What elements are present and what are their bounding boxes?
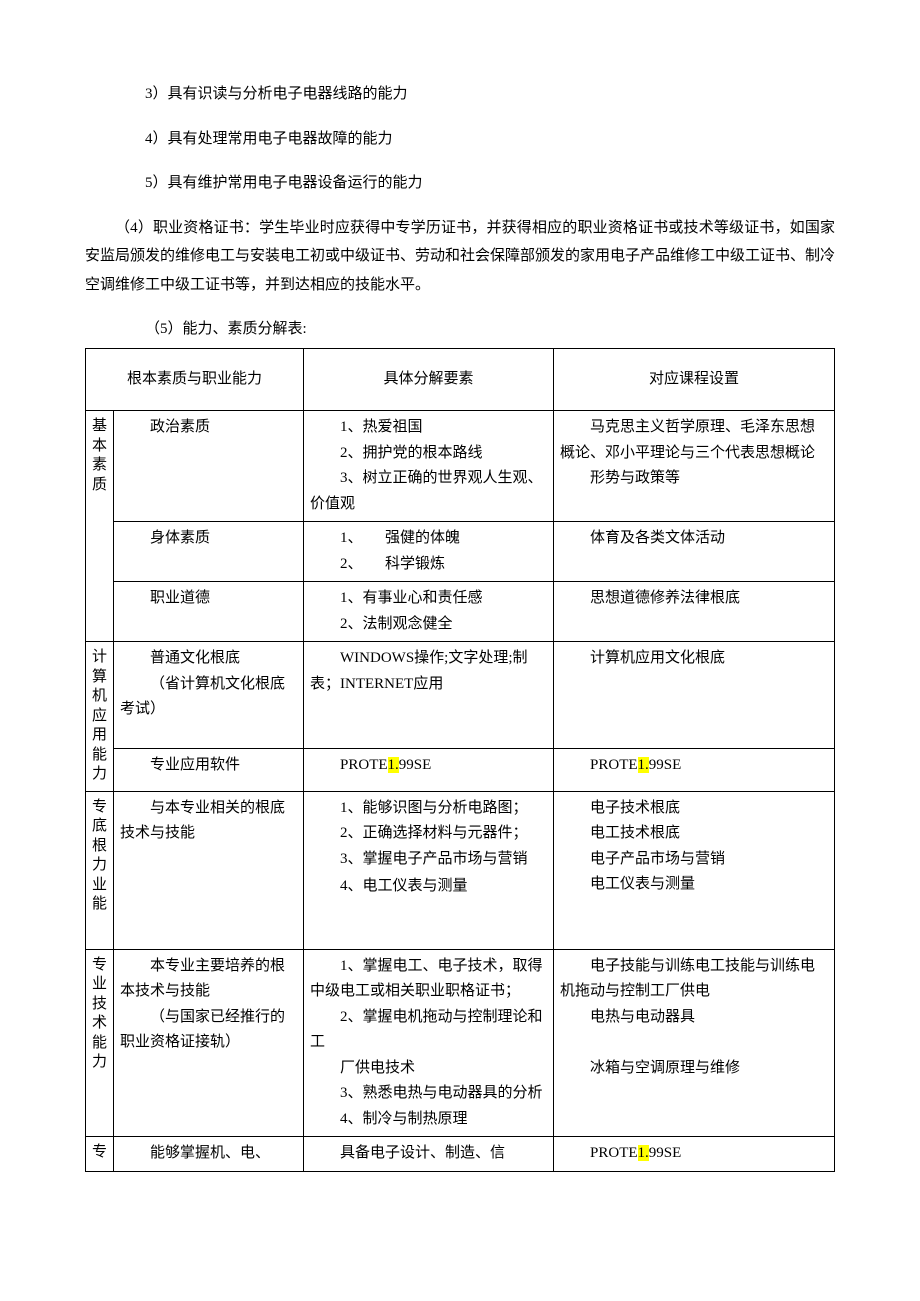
cell-mechelec-course: PROTE1.99SE [554,1137,835,1172]
table-row: 身体素质 1、 强健的体魄 2、 科学锻炼 体育及各类文体活动 [86,522,835,582]
vcol-basic-quality: 基本素质 [86,411,114,642]
table-row: 专底根力业能 与本专业相关的根底技术与技能 1、能够识图与分析电路图； 2、正确… [86,791,835,949]
cell-mainskill-detail: 1、掌握电工、电子技术，取得中级电工或相关职业职格证书； 2、掌握电机拖动与控制… [304,949,554,1137]
cell-prosoft-course: PROTE1.99SE [554,748,835,791]
list-item-3: 3）具有识读与分析电子电器线路的能力 [145,80,835,109]
cell-prosoft-detail: PROTE1.99SE [304,748,554,791]
cell-physical-detail: 1、 强健的体魄 2、 科学锻炼 [304,522,554,582]
cell-physical-course: 体育及各类文体活动 [554,522,835,582]
cell-culture: 普通文化根底 （省计算机文化根底考试） [114,642,304,749]
cell-basetech-detail: 1、能够识图与分析电路图； 2、正确选择材料与元器件； 3、掌握电子产品市场与营… [304,791,554,949]
cell-mainskill: 本专业主要培养的根本技术与技能 （与国家已经推行的职业资格证接轨） [114,949,304,1137]
cell-basetech-course: 电子技术根底 电工技术根底 电子产品市场与营销 电工仪表与测量 [554,791,835,949]
cell-physical: 身体素质 [114,522,304,582]
header-col-3: 对应课程设置 [554,348,835,411]
cell-mechelec-detail: 具备电子设计、制造、信 [304,1137,554,1172]
list-item-5: 5）具有维护常用电子电器设备运行的能力 [145,169,835,198]
vcol-last: 专 [86,1137,114,1172]
paragraph-4: （4）职业资格证书：学生毕业时应获得中专学历证书，并获得相应的职业资格证书或技术… [85,214,835,300]
table-row: 计算机应用能力 普通文化根底 （省计算机文化根底考试） WINDOWS操作;文字… [86,642,835,749]
cell-ethics: 职业道德 [114,582,304,642]
table-row: 职业道德 1、有事业心和责任感 2、法制观念健全 思想道德修养法律根底 [86,582,835,642]
cell-ethics-detail: 1、有事业心和责任感 2、法制观念健全 [304,582,554,642]
cell-culture-detail: WINDOWS操作;文字处理;制表；INTERNET应用 [304,642,554,749]
vcol-computer: 计算机应用能力 [86,642,114,792]
ability-table: 根本素质与职业能力 具体分解要素 对应课程设置 基本素质 政治素质 1、热爱祖国… [85,348,835,1172]
cell-political-detail: 1、热爱祖国 2、拥护党的根本路线 3、树立正确的世界观人生观、价值观 [304,411,554,522]
vcol-pro-base: 专底根力业能 [86,791,114,949]
table-row: 专业应用软件 PROTE1.99SE PROTE1.99SE [86,748,835,791]
cell-ethics-course: 思想道德修养法律根底 [554,582,835,642]
table-header-row: 根本素质与职业能力 具体分解要素 对应课程设置 [86,348,835,411]
cell-prosoft: 专业应用软件 [114,748,304,791]
cell-political-course: 马克思主义哲学原理、毛泽东思想概论、邓小平理论与三个代表思想概论 形势与政策等 [554,411,835,522]
cell-political: 政治素质 [114,411,304,522]
cell-basetech: 与本专业相关的根底技术与技能 [114,791,304,949]
table-row: 专业技术能力 本专业主要培养的根本技术与技能 （与国家已经推行的职业资格证接轨）… [86,949,835,1137]
table-row: 专 能够掌握机、电、 具备电子设计、制造、信 PROTE1.99SE [86,1137,835,1172]
header-col-1: 根本素质与职业能力 [86,348,304,411]
cell-mechelec: 能够掌握机、电、 [114,1137,304,1172]
vcol-pro-tech: 专业技术能力 [86,949,114,1137]
section-5-label: （5）能力、素质分解表: [145,315,835,344]
table-row: 基本素质 政治素质 1、热爱祖国 2、拥护党的根本路线 3、树立正确的世界观人生… [86,411,835,522]
cell-culture-course: 计算机应用文化根底 [554,642,835,749]
list-item-4: 4）具有处理常用电子电器故障的能力 [145,125,835,154]
header-col-2: 具体分解要素 [304,348,554,411]
cell-mainskill-course: 电子技能与训练电工技能与训练电机拖动与控制工厂供电 电热与电动器具 冰箱与空调原… [554,949,835,1137]
